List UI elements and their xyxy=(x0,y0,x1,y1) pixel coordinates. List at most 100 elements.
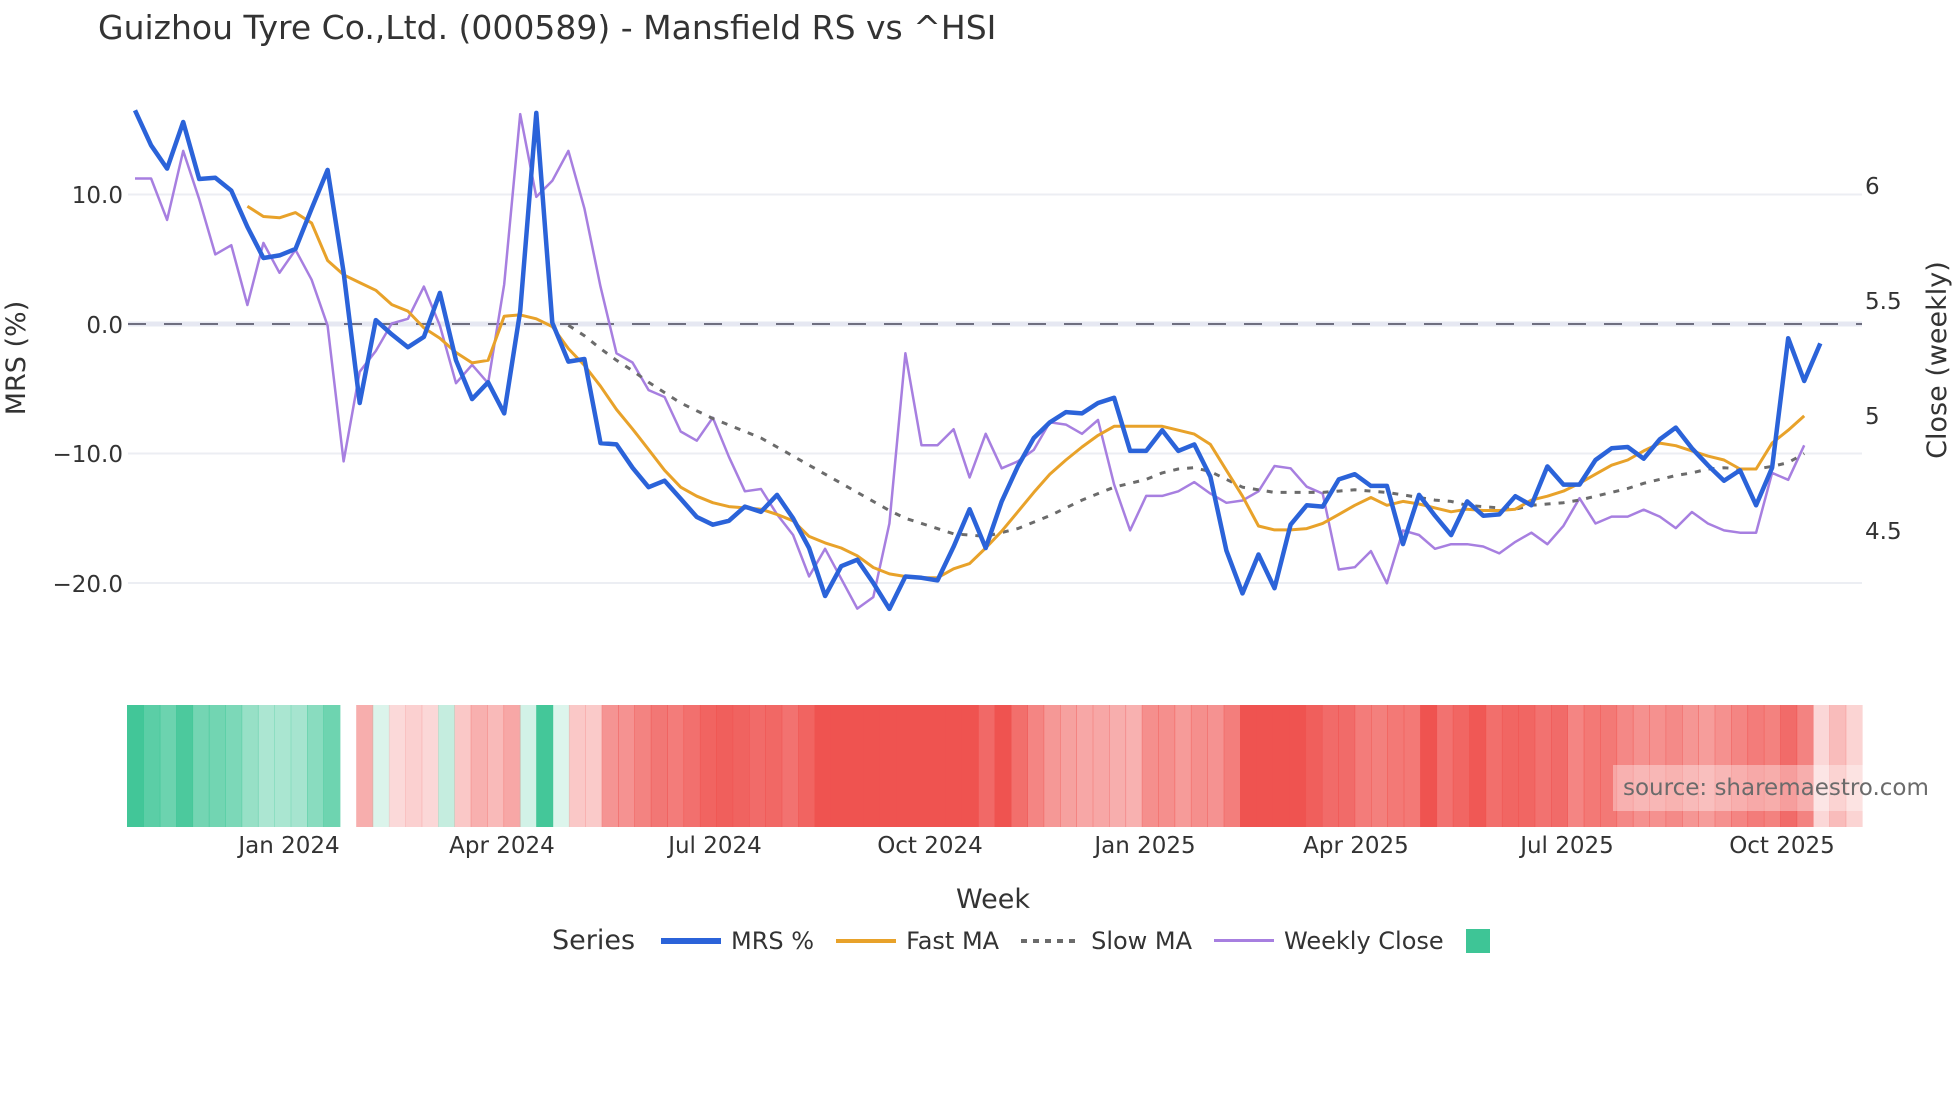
weekly-close-line-swatch-icon xyxy=(1214,939,1275,942)
heatmap-cell xyxy=(225,705,243,827)
heatmap-cell xyxy=(667,705,685,827)
heatmap-cell xyxy=(830,705,848,827)
heatmap-cell xyxy=(1256,705,1274,827)
heatmap-cell xyxy=(1076,705,1094,827)
x-axis-label: Week xyxy=(956,884,1030,915)
heatmap-cell xyxy=(1174,705,1192,827)
heatmap-cell xyxy=(143,705,161,827)
legend-item-slow-ma[interactable]: Slow MA xyxy=(1021,927,1192,955)
heatmap-cell xyxy=(1321,705,1339,827)
y-left-axis-label: MRS (%) xyxy=(1,301,32,416)
heatmap-cell xyxy=(683,705,701,827)
heatmap-cell xyxy=(1649,705,1667,827)
heatmap-cell xyxy=(1240,705,1257,827)
heatmap-cell xyxy=(814,705,832,827)
x-tick: Jan 2024 xyxy=(236,833,339,859)
heatmap-cell xyxy=(994,705,1012,827)
x-tick: Apr 2024 xyxy=(449,833,555,859)
x-tick: Oct 2024 xyxy=(877,833,983,859)
heatmap-cell xyxy=(568,705,586,827)
mrs-line-swatch-icon xyxy=(661,937,722,944)
heatmap-cell xyxy=(847,705,865,827)
heatmap-cell xyxy=(961,705,979,827)
heatmap-cell xyxy=(929,705,946,827)
heatmap-cell xyxy=(798,705,816,827)
heatmap-cell xyxy=(1272,705,1290,827)
heatmap-cell xyxy=(1092,705,1110,827)
heatmap-cell xyxy=(1665,705,1683,827)
weekly-closeline xyxy=(135,112,1806,610)
heatmap-cell xyxy=(1616,705,1634,827)
heatmap-cell xyxy=(1812,705,1830,827)
heatmap-cell xyxy=(765,705,783,827)
heatmap-cell xyxy=(1338,705,1356,827)
heatmap-cell xyxy=(1043,705,1061,827)
heatmap-cell xyxy=(1714,705,1732,827)
heatmap-cell xyxy=(1060,705,1077,827)
heatmap-cell xyxy=(879,705,897,827)
heatmap-cell xyxy=(405,705,423,827)
heatmap-cell xyxy=(388,705,406,827)
heatmap-cell xyxy=(1682,705,1699,827)
legend-label: Fast MA xyxy=(906,926,1000,955)
heatmap-cell xyxy=(1469,705,1487,827)
heatmap-cell xyxy=(176,705,194,827)
heatmap-cell xyxy=(1420,705,1438,827)
heatmap-cell xyxy=(208,705,226,827)
heatmap-cell xyxy=(421,705,439,827)
mrs-heatmap-strip xyxy=(127,705,1863,827)
legend-label: Weekly Close xyxy=(1284,926,1444,955)
heatmap-cell xyxy=(1534,705,1552,827)
heatmap-cell xyxy=(585,705,603,827)
heatmap-cell xyxy=(372,705,390,827)
heatmap-cell xyxy=(241,705,259,827)
heatmap-cell xyxy=(732,705,750,827)
heatmap-cell xyxy=(1158,705,1176,827)
legend-item-fast-ma[interactable]: Fast MA xyxy=(836,927,999,955)
y-left-tick: −20.0 xyxy=(53,572,123,598)
heatmap-cell xyxy=(356,705,374,827)
heatmap-cell xyxy=(1403,705,1421,827)
heatmap-cell xyxy=(1829,705,1847,827)
legend: Series MRS % Fast MA Slow MA Weekly Clos… xyxy=(552,925,1512,956)
legend-label: MRS % xyxy=(731,926,815,955)
heatmap-cell xyxy=(552,705,570,827)
slow-maline xyxy=(567,324,1805,538)
heatmap-cell xyxy=(192,705,210,827)
heatmap-cell xyxy=(454,705,472,827)
mrs-line xyxy=(132,109,1823,612)
heatmap-cell xyxy=(618,705,635,827)
heatmap-cell xyxy=(274,705,292,827)
y-right-tick: 4.5 xyxy=(1865,519,1902,545)
heatmap-cell xyxy=(503,705,521,827)
heatmap-cell xyxy=(1125,705,1143,827)
heatmap-cell xyxy=(1747,705,1765,827)
chart-title: Guizhou Tyre Co.,Ltd. (000589) - Mansfie… xyxy=(98,8,997,47)
heatmap-cell xyxy=(945,705,963,827)
heatmap-cell xyxy=(634,705,652,827)
heatmap-cell xyxy=(1289,705,1307,827)
heatmap-cell xyxy=(749,705,766,827)
heatmap-cell xyxy=(1141,705,1159,827)
heatmap-cell xyxy=(1109,705,1127,827)
x-tick: Jan 2025 xyxy=(1092,833,1195,859)
legend-item-heatmap[interactable] xyxy=(1465,928,1490,953)
heatmap-cell xyxy=(1731,705,1749,827)
y-right-axis-label: Close (weekly) xyxy=(1922,261,1953,459)
heatmap-cell xyxy=(127,705,144,827)
heatmap-cell xyxy=(1223,705,1241,827)
heatmap-cell xyxy=(1632,705,1650,827)
slow-ma-dotted-swatch-icon xyxy=(1021,938,1082,943)
heatmap-cell xyxy=(1190,705,1208,827)
legend-item-mrs[interactable]: MRS % xyxy=(661,927,814,955)
heatmap-cell xyxy=(1371,705,1388,827)
heatmap-cell xyxy=(519,705,537,827)
legend-item-weekly-close[interactable]: Weekly Close xyxy=(1214,927,1444,955)
x-tick: Apr 2025 xyxy=(1303,833,1409,859)
heatmap-cell xyxy=(1780,705,1798,827)
source-watermark: source: sharemaestro.com xyxy=(1613,765,1943,811)
heatmap-cell xyxy=(1305,705,1323,827)
heatmap-cell xyxy=(1010,705,1028,827)
series-lines xyxy=(132,109,1823,612)
heatmap-cell xyxy=(1796,705,1814,827)
